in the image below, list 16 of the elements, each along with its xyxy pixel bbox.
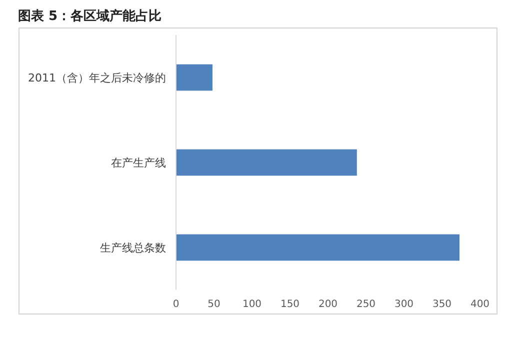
bar bbox=[176, 149, 357, 176]
x-tick-label: 0 bbox=[172, 299, 180, 310]
bar bbox=[176, 64, 212, 91]
y-tick-label: 生产线总条数 bbox=[100, 242, 166, 254]
chart-title: 图表 5：各区域产能占比 bbox=[18, 8, 162, 24]
y-tick-label: 在产生产线 bbox=[111, 156, 166, 170]
x-tick-label: 350 bbox=[432, 299, 452, 310]
x-tick-label: 300 bbox=[394, 299, 414, 310]
x-tick-label: 400 bbox=[470, 299, 490, 310]
y-tick-label: 2011（含）年之后未冷修的 bbox=[28, 72, 166, 84]
bar bbox=[176, 234, 460, 261]
x-tick-label: 50 bbox=[208, 299, 220, 310]
x-tick-label: 200 bbox=[318, 299, 338, 310]
x-tick-label: 100 bbox=[242, 299, 262, 310]
x-tick-label: 150 bbox=[280, 299, 300, 310]
x-tick-label: 250 bbox=[356, 299, 376, 310]
